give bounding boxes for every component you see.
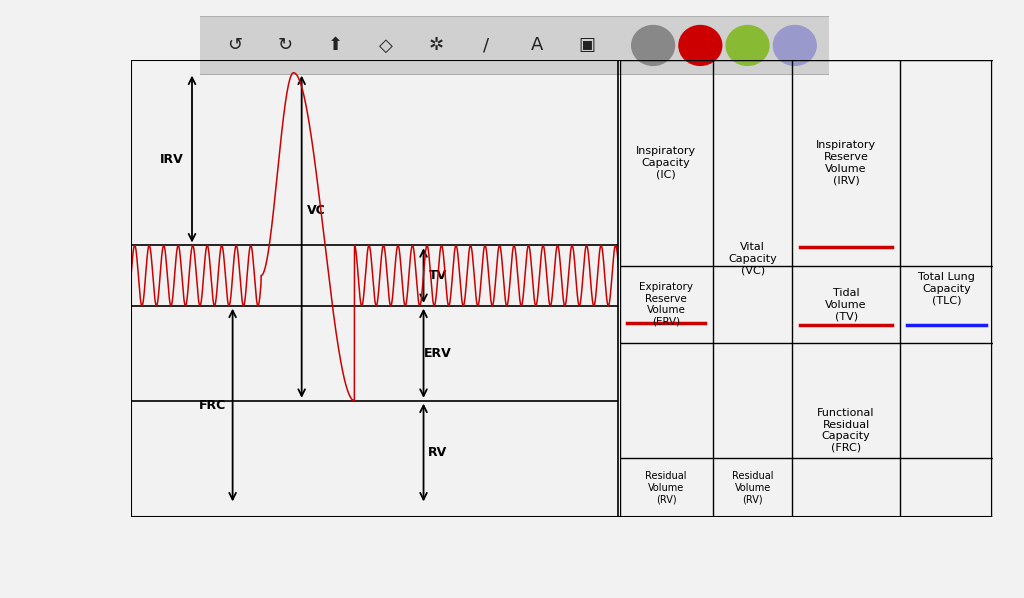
Text: ⬆: ⬆ [328,36,343,54]
Text: Functional
Residual
Capacity
(FRC): Functional Residual Capacity (FRC) [817,408,874,453]
Text: TV: TV [429,269,446,282]
Text: A: A [530,36,543,54]
Text: ↻: ↻ [278,36,292,54]
Text: Vital
Capacity
(VC): Vital Capacity (VC) [728,242,777,276]
Text: IRV: IRV [160,152,183,166]
Text: Residual
Volume
(RV): Residual Volume (RV) [732,471,773,504]
Text: Total Lung
Capacity
(TLC): Total Lung Capacity (TLC) [919,272,975,305]
Text: ERV: ERV [424,347,452,360]
Circle shape [632,26,675,65]
Circle shape [679,26,722,65]
FancyBboxPatch shape [198,16,831,75]
Circle shape [773,26,816,65]
Text: Inspiratory
Reserve
Volume
(IRV): Inspiratory Reserve Volume (IRV) [816,141,877,185]
Text: ▣: ▣ [579,36,596,54]
Text: ✲: ✲ [428,36,443,54]
Text: Tidal
Volume
(TV): Tidal Volume (TV) [825,288,867,321]
Circle shape [726,26,769,65]
Text: ↺: ↺ [226,36,242,54]
Text: Residual
Volume
(RV): Residual Volume (RV) [645,471,687,504]
Text: RV: RV [428,446,447,459]
Text: ◇: ◇ [379,36,392,54]
Text: FRC: FRC [199,398,226,411]
Text: VC: VC [306,205,326,217]
Text: /: / [483,36,489,54]
Text: Expiratory
Reserve
Volume
(ERV): Expiratory Reserve Volume (ERV) [639,282,693,327]
Text: Inspiratory
Capacity
(IC): Inspiratory Capacity (IC) [636,146,696,179]
